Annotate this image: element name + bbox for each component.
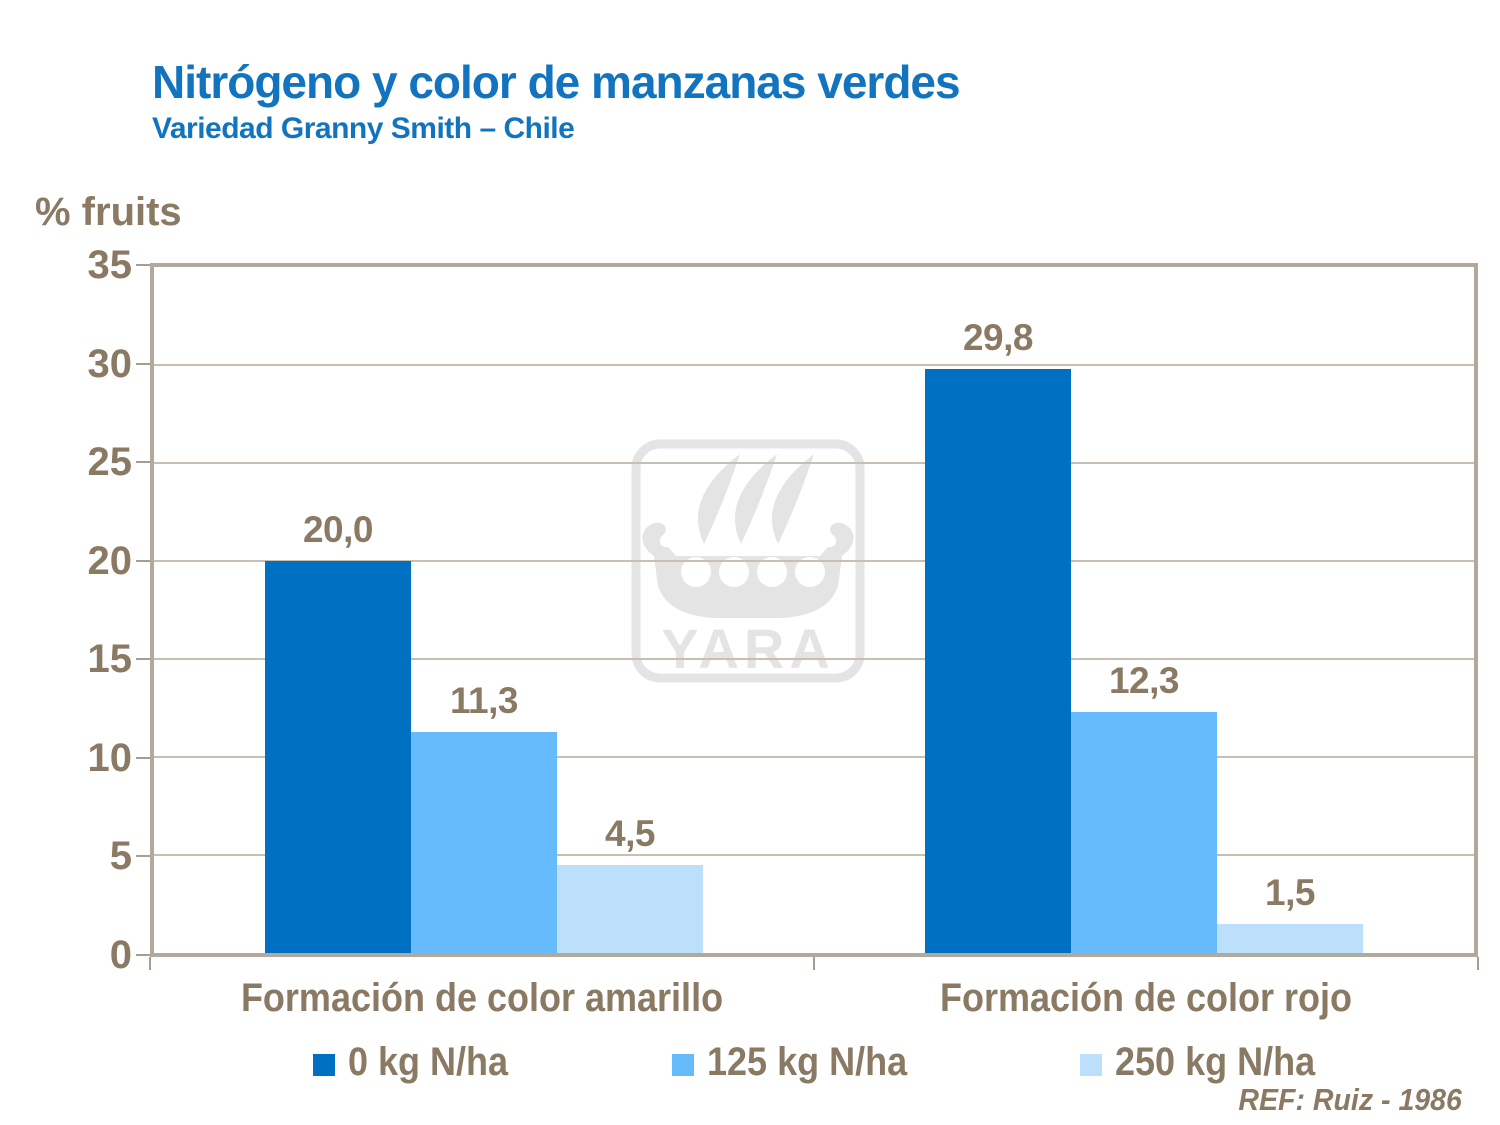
bar-0-kg-n-ha-cat0 xyxy=(265,561,411,953)
x-tick-mark-1 xyxy=(813,957,815,970)
y-tick-label-0: 0 xyxy=(109,933,132,977)
legend-item-125kg: 125 kg N/ha xyxy=(672,1038,929,1086)
reference-citation: REF: Ruiz - 1986 xyxy=(1238,1082,1462,1117)
gridline-15 xyxy=(154,658,1474,660)
gridline-30 xyxy=(154,364,1474,366)
bar-value-label: 1,5 xyxy=(1265,872,1315,913)
y-tick-mark-30 xyxy=(136,362,150,365)
bar-0-kg-n-ha-cat1 xyxy=(925,369,1071,953)
y-tick-label-15: 15 xyxy=(87,637,133,682)
y-tick-label-5: 5 xyxy=(109,834,132,879)
gridline-25 xyxy=(154,462,1474,464)
x-tick-mark-0 xyxy=(149,957,151,970)
bar-value-label: 29,8 xyxy=(962,317,1034,358)
legend-swatch-125kg xyxy=(672,1054,694,1076)
y-tick-mark-10 xyxy=(136,756,150,759)
y-tick-mark-25 xyxy=(136,461,150,464)
legend-swatch-250kg xyxy=(1080,1054,1102,1076)
legend-label-250kg: 250 kg N/ha xyxy=(1115,1039,1316,1084)
x-tick-mark-2 xyxy=(1477,957,1479,970)
bar-value-label: 11,3 xyxy=(450,680,518,721)
gridline-5 xyxy=(154,854,1474,856)
yara-viking-ship-watermark-icon: YARA xyxy=(631,439,865,683)
legend-item-0kg: 0 kg N/ha xyxy=(313,1038,526,1086)
watermark-text: YARA xyxy=(661,617,835,680)
gridline-10 xyxy=(154,756,1474,758)
legend-label-0kg: 0 kg N/ha xyxy=(348,1039,509,1084)
category-label-amarillo: Formación de color amarillo xyxy=(240,976,724,1020)
y-axis-title: % fruits xyxy=(35,190,182,234)
y-tick-mark-35 xyxy=(136,264,150,266)
bar-125-kg-n-ha-cat1 xyxy=(1071,712,1217,953)
chart-subtitle: Variedad Granny Smith – Chile xyxy=(152,112,575,145)
bar-250-kg-n-ha-cat1 xyxy=(1217,924,1363,953)
bar-value-label: 20,0 xyxy=(302,509,374,550)
y-tick-label-30: 30 xyxy=(87,341,133,386)
chart-title: Nitrógeno y color de manzanas verdes xyxy=(152,56,961,108)
y-tick-mark-20 xyxy=(136,559,150,562)
y-tick-label-20: 20 xyxy=(87,538,133,583)
bar-value-label: 12,3 xyxy=(1108,660,1180,701)
y-tick-mark-5 xyxy=(136,855,150,858)
legend-label-125kg: 125 kg N/ha xyxy=(707,1039,908,1084)
gridline-20 xyxy=(154,560,1474,562)
y-tick-mark-15 xyxy=(136,658,150,661)
plot-area: YARA 20,0 11,3 4,5 29,8 12,3 1,5 xyxy=(150,263,1478,957)
category-label-rojo: Formación de color rojo xyxy=(939,976,1353,1020)
y-tick-mark-0 xyxy=(136,954,150,956)
y-tick-label-25: 25 xyxy=(87,440,133,485)
bar-value-label: 4,5 xyxy=(605,813,655,854)
bar-125-kg-n-ha-cat0 xyxy=(411,732,557,953)
y-tick-label-35: 35 xyxy=(87,243,133,287)
legend-item-250kg: 250 kg N/ha xyxy=(1080,1038,1337,1086)
bar-250-kg-n-ha-cat0 xyxy=(557,865,703,953)
legend-swatch-0kg xyxy=(313,1054,335,1076)
y-tick-label-10: 10 xyxy=(87,735,133,780)
